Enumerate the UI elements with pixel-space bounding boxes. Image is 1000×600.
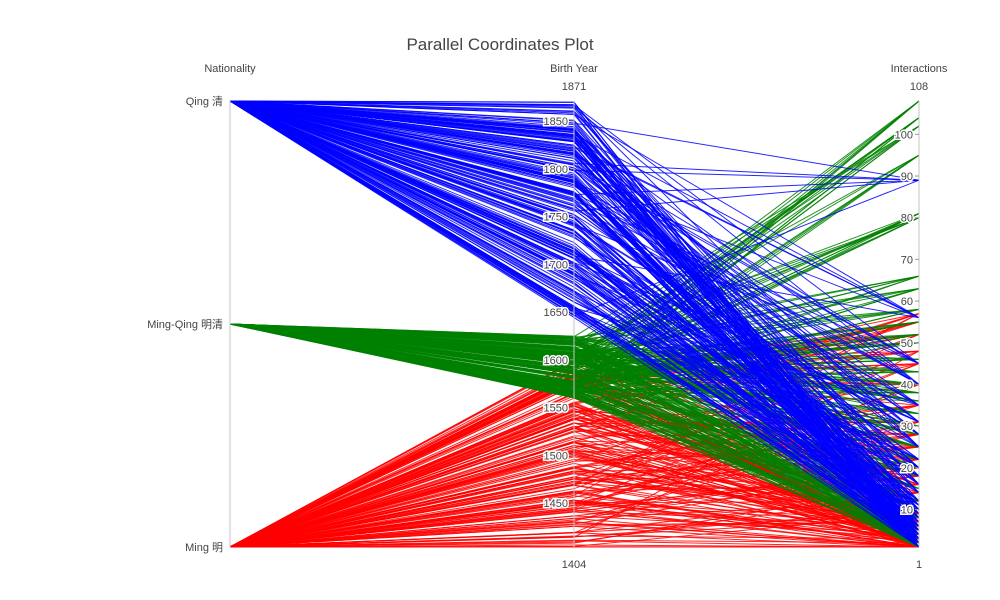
axis-title-interactions: Interactions <box>891 63 948 75</box>
data-lines <box>229 100 920 548</box>
tick-nationality-qing: Qing 清 <box>186 95 223 108</box>
ticks-birth-year: 1450 1500 1550 1600 1650 1700 1750 1800 1850 <box>542 115 574 512</box>
range-max-interactions: 108 <box>910 81 928 93</box>
interactions-tick-label-50: 50 <box>901 338 913 350</box>
axis-nationality[interactable]: Nationality Qing 清 Ming-Qing 明清 Ming 明 <box>147 63 256 554</box>
interactions-tick-label-100: 100 <box>895 129 913 141</box>
interactions-tick-label-30: 30 <box>901 421 913 433</box>
range-min-birth-year: 1404 <box>562 559 586 571</box>
birth-year-tick-label-1700: 1700 <box>544 259 568 271</box>
range-max-birth-year: 1871 <box>562 81 586 93</box>
birth-year-tick-label-1650: 1650 <box>544 307 568 319</box>
interactions-tick-label-40: 40 <box>901 379 913 391</box>
ticks-interactions: 10 20 30 40 50 60 70 80 90 100 <box>893 128 919 518</box>
axis-birth-year[interactable]: Birth Year 1871 1404 1450 1500 1550 1600 165… <box>542 63 599 571</box>
interactions-tick-label-10: 10 <box>901 504 913 516</box>
interactions-tick-label-60: 60 <box>901 296 913 308</box>
birth-year-tick-label-1600: 1600 <box>544 355 568 367</box>
interactions-tick-label-70: 70 <box>901 254 913 266</box>
birth-year-tick-label-1500: 1500 <box>544 450 568 462</box>
interactions-tick-label-90: 90 <box>901 171 913 183</box>
range-min-interactions: 1 <box>916 559 922 571</box>
birth-year-tick-label-1550: 1550 <box>544 403 568 415</box>
tick-nationality-ming-qing: Ming-Qing 明清 <box>147 318 223 331</box>
axis-title-nationality: Nationality <box>204 63 256 75</box>
axis-title-birth-year: Birth Year <box>550 63 598 75</box>
birth-year-tick-label-1750: 1750 <box>544 212 568 224</box>
birth-year-tick-label-1850: 1850 <box>544 116 568 128</box>
interactions-tick-label-80: 80 <box>901 213 913 225</box>
chart-title: Parallel Coordinates Plot <box>406 35 593 54</box>
interactions-tick-label-20: 20 <box>901 463 913 475</box>
axis-interactions[interactable]: Interactions 108 1 10 20 30 40 50 60 70 80 90 100 <box>891 63 948 571</box>
birth-year-tick-label-1800: 1800 <box>544 164 568 176</box>
tick-nationality-ming: Ming 明 <box>185 541 223 554</box>
birth-year-tick-label-1450: 1450 <box>544 498 568 510</box>
